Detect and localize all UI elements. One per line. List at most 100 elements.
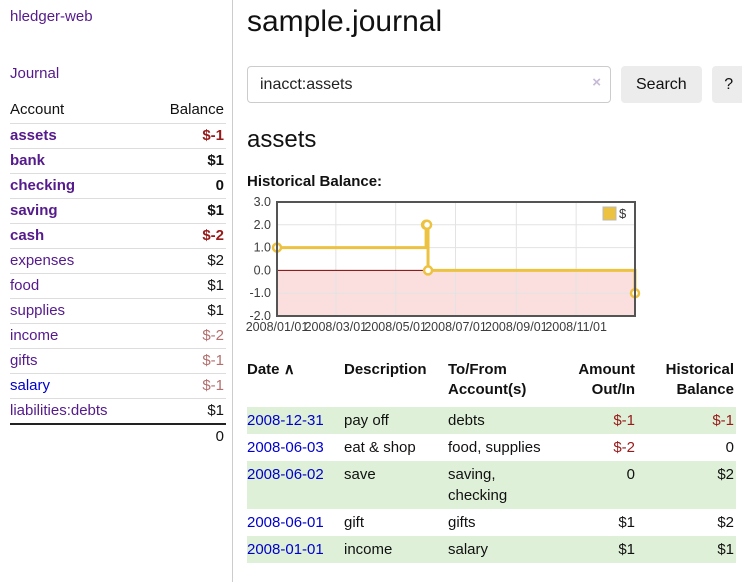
transaction-row: 2008-12-31 pay off debts $-1 $-1 <box>247 407 736 434</box>
transaction-balance: $1 <box>717 541 734 558</box>
account-link-food[interactable]: food <box>10 277 40 294</box>
account-row: liabilities:debts $1 <box>10 398 226 424</box>
svg-text:$: $ <box>619 206 627 221</box>
account-link-salary[interactable]: salary <box>10 377 51 394</box>
balance-chart-svg: $3.0 2.0 1.0 0.0 -1.0 -2.02008/01/012008/03/0… <box>246 195 641 334</box>
transaction-amount: $1 <box>618 541 635 558</box>
transaction-row: 2008-01-01 income salary $1 $1 <box>247 536 736 563</box>
transaction-row: 2008-06-01 gift gifts $1 $2 <box>247 509 736 536</box>
transaction-accounts: food, supplies <box>448 439 541 456</box>
svg-text:2008/03/01: 2008/03/01 <box>305 320 368 334</box>
svg-text:2.0: 2.0 <box>254 218 271 232</box>
account-link-saving[interactable]: saving <box>10 202 58 219</box>
transaction-date-link[interactable]: 2008-01-01 <box>247 541 324 558</box>
svg-text:3.0: 3.0 <box>254 195 271 209</box>
transaction-amount: 0 <box>626 466 635 483</box>
account-row: income $-2 <box>10 323 226 349</box>
transaction-date-link[interactable]: 2008-12-31 <box>247 412 324 429</box>
chart-label: Historical Balance: <box>247 173 383 190</box>
account-balance: $1 <box>147 398 226 424</box>
account-link-supplies[interactable]: supplies <box>10 302 66 319</box>
account-row: bank $1 <box>10 148 226 174</box>
account-row: assets $-1 <box>10 123 226 149</box>
register-header-balance: Historical Balance <box>665 361 734 398</box>
account-row: supplies $1 <box>10 298 226 324</box>
account-row: expenses $2 <box>10 248 226 274</box>
svg-text:-1.0: -1.0 <box>249 286 271 300</box>
transaction-accounts: salary <box>448 541 489 558</box>
svg-text:2008/05/01: 2008/05/01 <box>364 320 427 334</box>
account-balance: $1 <box>147 198 226 224</box>
account-balance: 0 <box>147 173 226 199</box>
account-heading: assets <box>247 126 317 153</box>
svg-text:2008/09/01: 2008/09/01 <box>485 320 548 334</box>
transaction-date-link[interactable]: 2008-06-01 <box>247 514 324 531</box>
account-balance: $-2 <box>147 323 226 349</box>
transaction-row: 2008-06-03 eat & shop food, supplies $-2… <box>247 434 736 461</box>
transaction-description: eat & shop <box>344 439 416 456</box>
svg-text:1.0: 1.0 <box>254 241 271 255</box>
account-row: saving $1 <box>10 198 226 224</box>
register-header-amount: Amount Out/In <box>578 361 635 398</box>
account-row: checking 0 <box>10 173 226 199</box>
accounts-total-row: 0 <box>10 423 226 449</box>
account-balance: $-1 <box>147 348 226 374</box>
account-row: food $1 <box>10 273 226 299</box>
account-link-income[interactable]: income <box>10 327 59 344</box>
account-link-assets[interactable]: assets <box>10 127 57 144</box>
account-balance: $1 <box>147 148 226 174</box>
search-button[interactable]: Search <box>621 66 702 103</box>
transaction-description: income <box>344 541 393 558</box>
svg-text:2008/07/01: 2008/07/01 <box>424 320 487 334</box>
search-input[interactable] <box>247 66 611 103</box>
transaction-balance: 0 <box>725 439 734 456</box>
transaction-accounts: gifts <box>448 514 476 531</box>
sort-asc-icon: ∧ <box>283 361 295 378</box>
account-link-liabilities-debts[interactable]: liabilities:debts <box>10 402 108 419</box>
register-table: Date ∧ Description To/From Account(s) Am… <box>247 360 736 563</box>
account-link-cash[interactable]: cash <box>10 227 45 244</box>
accounts-table: Account Balance assets $-1 bank $1 check… <box>10 97 226 449</box>
account-link-checking[interactable]: checking <box>10 177 76 194</box>
clear-search-icon[interactable]: × <box>592 74 601 91</box>
accounts-total-value: 0 <box>147 423 226 449</box>
register-header-date[interactable]: Date ∧ <box>247 361 295 378</box>
transaction-accounts: saving, checking <box>448 466 508 504</box>
svg-text:0.0: 0.0 <box>254 263 271 277</box>
help-button[interactable]: ? <box>711 66 742 103</box>
search-form: × Search ? <box>247 66 742 103</box>
transaction-amount: $1 <box>618 514 635 531</box>
app-title-link[interactable]: hledger-web <box>10 8 93 25</box>
accounts-header-account: Account <box>10 101 65 118</box>
account-row: gifts $-1 <box>10 348 226 374</box>
main-content: sample.journal × Search ? assets Histori… <box>233 0 742 582</box>
transaction-balance: $-1 <box>712 412 734 429</box>
account-link-bank[interactable]: bank <box>10 152 46 169</box>
account-balance: $-2 <box>147 223 226 249</box>
transaction-date-link[interactable]: 2008-06-02 <box>247 466 324 483</box>
sidebar-item-journal[interactable]: Journal <box>10 65 60 82</box>
account-balance: $2 <box>147 248 226 274</box>
sidebar: hledger-web Journal Account Balance asse… <box>0 0 233 582</box>
account-row: cash $-2 <box>10 223 226 249</box>
register-header-description: Description <box>344 361 427 378</box>
register-header-accounts: To/From Account(s) <box>448 361 527 398</box>
account-balance: $-1 <box>147 373 226 399</box>
transaction-balance: $2 <box>717 514 734 531</box>
account-link-gifts[interactable]: gifts <box>10 352 38 369</box>
historical-balance-chart: $3.0 2.0 1.0 0.0 -1.0 -2.0 2008/01/01 2008/03/0… <box>246 195 742 339</box>
account-link-expenses[interactable]: expenses <box>10 252 75 269</box>
transaction-description: pay off <box>344 412 389 429</box>
transaction-amount: $-1 <box>613 412 635 429</box>
account-balance: $1 <box>147 273 226 299</box>
account-balance: $-1 <box>147 123 226 149</box>
transaction-amount: $-2 <box>613 439 635 456</box>
search-box: × <box>247 66 611 103</box>
transaction-date-link[interactable]: 2008-06-03 <box>247 439 324 456</box>
account-balance: $1 <box>147 298 226 324</box>
transaction-description: save <box>344 466 376 483</box>
account-row: salary $-1 <box>10 373 226 399</box>
svg-text:2008/11/01: 2008/11/01 <box>545 320 607 334</box>
transaction-description: gift <box>344 514 365 531</box>
